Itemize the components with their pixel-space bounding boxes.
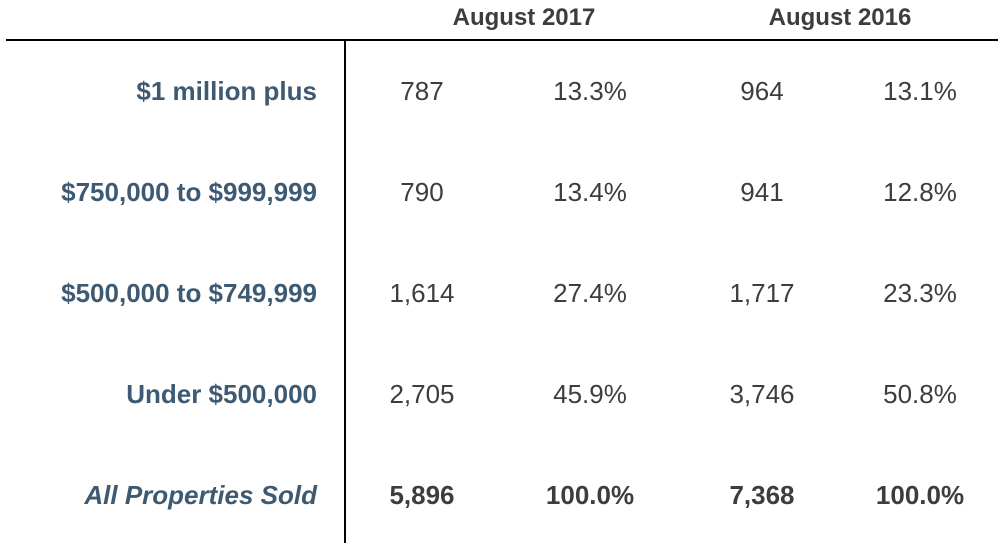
percent-2017: 13.3%: [553, 76, 627, 106]
count-2017: 787: [400, 76, 444, 106]
percent-2017: 13.4%: [553, 177, 627, 207]
row-label: Under $500,000: [126, 379, 317, 409]
column-divider: [344, 41, 346, 543]
percent-2017: 27.4%: [553, 278, 627, 308]
count-2016: 964: [740, 76, 784, 106]
count-2016: 3,746: [729, 379, 795, 409]
count-2017: 790: [400, 177, 444, 207]
total-percent-2016: 100.0%: [875, 480, 965, 510]
count-2016: 1,717: [729, 278, 795, 308]
total-count-2017: 5,896: [389, 480, 455, 510]
header-divider: [6, 39, 998, 41]
row-label: $750,000 to $999,999: [61, 177, 317, 207]
percent-2016: 12.8%: [883, 177, 957, 207]
total-percent-2017: 100.0%: [545, 480, 635, 510]
table-row: Under $500,000 2,705 45.9% 3,746 50.8%: [0, 373, 1000, 413]
count-2017: 1,614: [389, 278, 455, 308]
percent-2016: 23.3%: [883, 278, 957, 308]
count-2016: 941: [740, 177, 784, 207]
header-august-2017: August 2017: [452, 4, 596, 31]
row-label: $500,000 to $749,999: [61, 278, 317, 308]
percent-2016: 50.8%: [883, 379, 957, 409]
percent-2016: 13.1%: [883, 76, 957, 106]
percent-2017: 45.9%: [553, 379, 627, 409]
row-label: $1 million plus: [136, 76, 317, 106]
count-2017: 2,705: [389, 379, 455, 409]
total-row: All Properties Sold 5,896 100.0% 7,368 1…: [0, 474, 1000, 514]
table-row: $500,000 to $749,999 1,614 27.4% 1,717 2…: [0, 272, 1000, 312]
header-august-2016: August 2016: [768, 4, 912, 31]
total-count-2016: 7,368: [729, 480, 795, 510]
table-row: $1 million plus 787 13.3% 964 13.1%: [0, 70, 1000, 110]
table-row: $750,000 to $999,999 790 13.4% 941 12.8%: [0, 171, 1000, 211]
total-label: All Properties Sold: [84, 480, 317, 510]
